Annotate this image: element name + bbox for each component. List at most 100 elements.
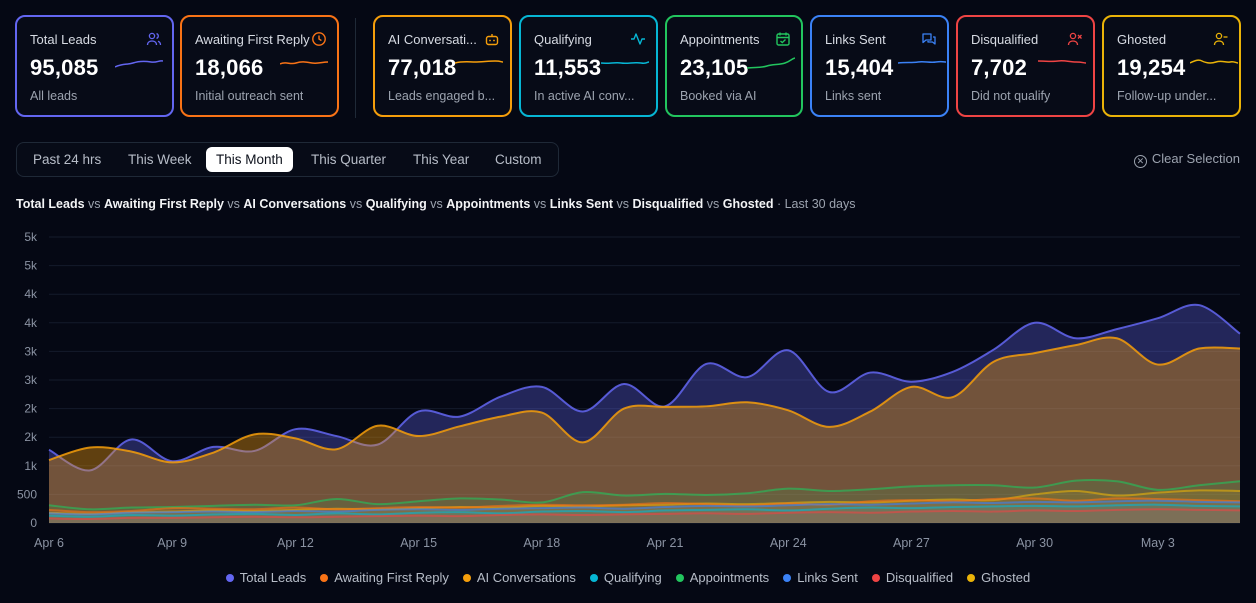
card-subtitle: In active AI conv... <box>534 89 635 103</box>
sparkline <box>280 61 328 65</box>
x-tick-label: May 3 <box>1141 536 1175 550</box>
heading-series-name: Awaiting First Reply <box>104 197 224 211</box>
leads-area-chart[interactable]: 0 500 1k 2k 2k 3k 3k 4k 4k 5k 5k Apr 6 Apr 9 Apr 12 Ap… <box>0 222 1256 557</box>
x-tick-label: Apr 6 <box>34 536 64 550</box>
y-tick-label: 5k <box>24 259 38 273</box>
kpi-card-total-leads[interactable]: Total Leads 95,085 All leads <box>15 15 174 117</box>
sparkline <box>1038 59 1086 64</box>
card-title: Qualifying <box>534 32 592 47</box>
legend-item-awaiting-first-reply[interactable]: Awaiting First Reply <box>320 570 449 585</box>
series-line-awaiting-first-reply <box>48 497 1241 514</box>
range-this-month[interactable]: This Month <box>206 147 293 172</box>
clear-selection-label: Clear Selection <box>1151 151 1240 166</box>
range-custom[interactable]: Custom <box>495 152 542 167</box>
user-x-icon <box>1067 32 1082 46</box>
legend-label: AI Conversations <box>476 570 576 585</box>
clear-selection-button[interactable]: ✕ Clear Selection <box>1133 151 1240 168</box>
kpi-card-qualifying[interactable]: Qualifying 11,553 In active AI conv... <box>519 15 658 117</box>
legend-item-total-leads[interactable]: Total Leads <box>225 570 307 585</box>
activity-icon <box>631 33 645 45</box>
range-this-year[interactable]: This Year <box>413 152 470 167</box>
heading-series-name: Ghosted <box>722 197 774 211</box>
heading-separator: vs <box>616 197 629 211</box>
heading-separator: vs <box>533 197 547 211</box>
heading-separator: vs <box>430 197 443 211</box>
card-value: 11,553 <box>534 55 602 80</box>
legend-label: Disqualified <box>885 570 954 585</box>
y-tick-label: 0 <box>30 516 37 530</box>
range-past-24-hrs[interactable]: Past 24 hrs <box>33 152 102 167</box>
series-line-disqualified <box>48 508 1241 521</box>
chart-heading: Total Leads vs Awaiting First Reply vs A… <box>16 197 855 211</box>
legend-item-ai-conversations[interactable]: AI Conversations <box>462 570 576 585</box>
calendar-check-icon <box>776 32 790 46</box>
kpi-card-awaiting-first-reply[interactable]: Awaiting First Reply 18,066 Initial outr… <box>180 15 339 117</box>
legend-label: Total Leads <box>239 570 307 585</box>
card-value: 7,702 <box>971 55 1028 80</box>
legend-label: Links Sent <box>797 570 858 585</box>
x-tick-label: Apr 24 <box>770 536 807 550</box>
x-tick-label: Apr 21 <box>647 536 684 550</box>
legend-item-disqualified[interactable]: Disqualified <box>871 570 954 585</box>
y-tick-label: 3k <box>24 373 38 387</box>
x-tick-label: Apr 15 <box>400 536 437 550</box>
series-area-disqualified <box>49 509 1240 523</box>
legend-dot-icon <box>871 574 880 582</box>
y-tick-label: 2k <box>24 402 38 416</box>
y-tick-label: 5k <box>24 230 38 244</box>
sparkline <box>601 61 649 65</box>
card-title: AI Conversati... <box>388 32 477 47</box>
range-this-quarter[interactable]: This Quarter <box>311 152 387 167</box>
legend-label: Awaiting First Reply <box>334 570 449 585</box>
time-range-toggle: Past 24 hrs This Week This Month This Qu… <box>16 142 559 177</box>
y-tick-label: 2k <box>24 430 38 444</box>
heading-series-name: Appointments <box>446 197 531 211</box>
sparkline <box>455 60 503 64</box>
card-value: 19,254 <box>1117 55 1186 80</box>
kpi-card-ghosted[interactable]: Ghosted 19,254 Follow-up under... <box>1102 15 1241 117</box>
legend-item-qualifying[interactable]: Qualifying <box>589 570 662 585</box>
card-title: Awaiting First Reply <box>195 32 310 47</box>
x-tick-label: Apr 18 <box>523 536 560 550</box>
card-group-divider <box>355 18 356 118</box>
card-title: Links Sent <box>825 32 886 47</box>
heading-separator: vs <box>227 197 240 211</box>
series-line-qualifying <box>48 503 1241 518</box>
series-line-appointments <box>48 478 1241 511</box>
series-line-total-leads <box>48 303 1241 472</box>
x-tick-label: Apr 9 <box>157 536 187 550</box>
heading-series-name: Disqualified <box>632 197 704 211</box>
card-subtitle: Initial outreach sent <box>195 89 304 103</box>
card-value: 77,018 <box>388 55 457 80</box>
legend-dot-icon <box>967 574 976 582</box>
legend-item-appointments[interactable]: Appointments <box>675 570 770 585</box>
range-this-week[interactable]: This Week <box>128 152 192 167</box>
legend-label: Qualifying <box>603 570 662 585</box>
y-tick-label: 4k <box>24 316 38 330</box>
kpi-card-disqualified[interactable]: Disqualified 7,702 Did not qualify <box>956 15 1095 117</box>
legend-dot-icon <box>225 574 234 582</box>
sparkline <box>747 57 795 69</box>
card-value: 15,404 <box>825 55 894 80</box>
users-icon <box>146 32 162 46</box>
kpi-card-ai-conversations[interactable]: AI Conversati... 77,018 Leads engaged b.… <box>373 15 512 117</box>
card-value: 95,085 <box>30 55 99 80</box>
legend-dot-icon <box>589 574 598 582</box>
legend-item-links-sent[interactable]: Links Sent <box>783 570 858 585</box>
heading-series-name: Qualifying <box>365 197 427 211</box>
card-value: 18,066 <box>195 55 264 80</box>
sparkline <box>115 60 163 68</box>
card-title: Ghosted <box>1117 32 1167 47</box>
x-tick-label: Apr 27 <box>893 536 930 550</box>
kpi-card-appointments[interactable]: Appointments 23,105 Booked via AI <box>665 15 803 117</box>
series-line-ai-conversations <box>48 336 1241 464</box>
card-title: Appointments <box>680 32 760 47</box>
card-title: Total Leads <box>30 32 97 47</box>
card-value: 23,105 <box>680 55 749 80</box>
series-area-total-leads <box>49 304 1240 523</box>
legend-dot-icon <box>783 574 792 582</box>
legend-label: Appointments <box>689 570 770 585</box>
legend-item-ghosted[interactable]: Ghosted <box>967 570 1030 585</box>
x-tick-label: Apr 12 <box>277 536 314 550</box>
kpi-card-links-sent[interactable]: Links Sent 15,404 Links sent <box>810 15 949 117</box>
